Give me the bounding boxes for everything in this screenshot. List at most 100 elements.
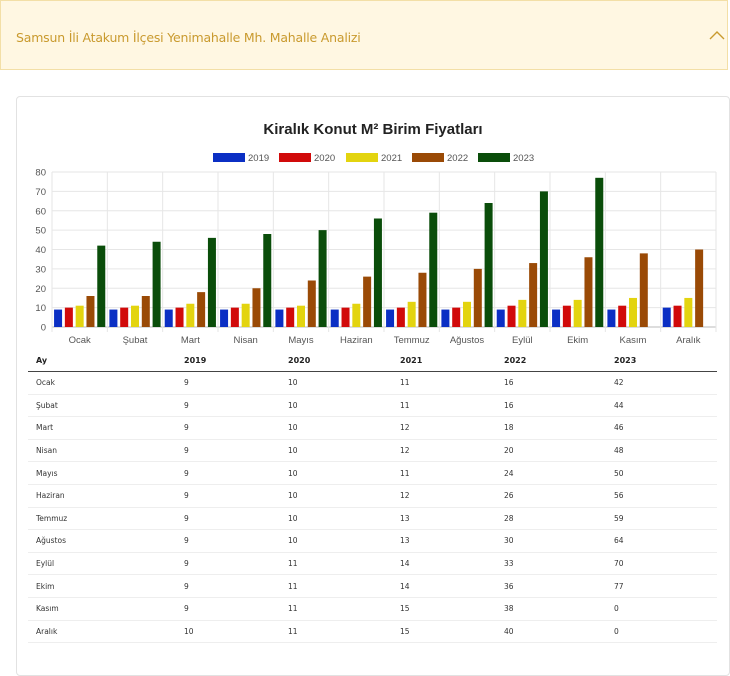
bar-2021-3[interactable] xyxy=(241,303,250,327)
bar-2021-6[interactable] xyxy=(407,301,416,327)
y-tick-label: 0 xyxy=(41,323,46,334)
bar-2021-5[interactable] xyxy=(352,303,361,327)
accordion-header[interactable]: Samsun İli Atakum İlçesi Yenimahalle Mh.… xyxy=(0,0,728,70)
x-tick-label: Kasım xyxy=(620,335,647,346)
bar-2023-2[interactable] xyxy=(207,237,216,327)
bar-2019-1[interactable] xyxy=(109,309,118,327)
bar-2020-11[interactable] xyxy=(673,305,682,327)
bar-2019-9[interactable] xyxy=(552,309,561,327)
bar-2020-4[interactable] xyxy=(286,307,295,327)
bar-2020-1[interactable] xyxy=(120,307,129,327)
bar-2021-8[interactable] xyxy=(518,299,527,327)
bar-2020-2[interactable] xyxy=(175,307,184,327)
table-cell: 10 xyxy=(280,461,392,485)
legend-swatch-2021[interactable] xyxy=(346,153,378,162)
legend-label-2019[interactable]: 2019 xyxy=(248,153,269,164)
bar-2019-5[interactable] xyxy=(330,309,339,327)
table-cell: 42 xyxy=(606,371,717,395)
bar-2020-7[interactable] xyxy=(452,307,461,327)
legend-swatch-2019[interactable] xyxy=(213,153,245,162)
table-cell: 16 xyxy=(496,394,606,418)
bar-2019-2[interactable] xyxy=(164,309,173,327)
x-tick-label: Mart xyxy=(181,335,200,346)
bar-2023-7[interactable] xyxy=(484,203,493,327)
bar-2022-11[interactable] xyxy=(695,249,704,328)
table-cell: 26 xyxy=(496,484,606,508)
y-axis: 0 10 20 30 40 50 60 70 80 xyxy=(35,168,46,334)
bar-2023-0[interactable] xyxy=(97,245,106,327)
bar-2019-3[interactable] xyxy=(220,309,229,327)
table-cell: 50 xyxy=(606,461,717,485)
bar-2022-10[interactable] xyxy=(639,253,648,327)
bar-2021-9[interactable] xyxy=(573,299,582,327)
bar-2019-8[interactable] xyxy=(496,309,505,327)
table-cell: 10 xyxy=(280,439,392,463)
bar-2020-3[interactable] xyxy=(230,307,239,327)
table-cell: 9 xyxy=(176,416,280,440)
table-cell: 18 xyxy=(496,416,606,440)
bar-2021-0[interactable] xyxy=(75,305,84,327)
table-header-row: Ay 2019 2020 2021 2022 2023 xyxy=(28,350,717,372)
bar-2022-9[interactable] xyxy=(584,257,593,327)
bar-2023-3[interactable] xyxy=(263,234,272,327)
legend-swatch-2023[interactable] xyxy=(478,153,510,162)
bar-2019-0[interactable] xyxy=(54,309,63,327)
table-cell: Aralık xyxy=(28,620,176,644)
bar-2019-11[interactable] xyxy=(662,307,671,327)
legend-swatch-2022[interactable] xyxy=(412,153,444,162)
bar-2023-1[interactable] xyxy=(152,241,161,327)
table-cell: 13 xyxy=(392,507,496,531)
x-tick-label: Eylül xyxy=(512,335,533,346)
legend-label-2022[interactable]: 2022 xyxy=(447,153,468,164)
bar-2023-8[interactable] xyxy=(539,191,548,327)
bar-2019-6[interactable] xyxy=(386,309,395,327)
legend-swatch-2020[interactable] xyxy=(279,153,311,162)
table-cell: 11 xyxy=(280,552,392,576)
bar-2019-4[interactable] xyxy=(275,309,284,327)
bar-2020-5[interactable] xyxy=(341,307,350,327)
bar-2021-4[interactable] xyxy=(297,305,305,327)
legend-label-2020[interactable]: 2020 xyxy=(314,153,335,164)
table-cell: 9 xyxy=(176,394,280,418)
bar-2022-8[interactable] xyxy=(529,263,538,327)
table-cell: 12 xyxy=(392,439,496,463)
bar-2023-4[interactable] xyxy=(318,230,327,327)
bar-2022-5[interactable] xyxy=(363,276,372,327)
legend-label-2023[interactable]: 2023 xyxy=(513,153,534,164)
table-row: Mayıs 9 10 11 24 50 xyxy=(28,461,717,485)
bar-2021-11[interactable] xyxy=(684,297,693,327)
chart-title: Kiralık Konut M² Birim Fiyatları xyxy=(263,121,482,138)
bar-2021-2[interactable] xyxy=(186,303,195,327)
table-cell: Ekim xyxy=(28,574,176,598)
bar-2022-1[interactable] xyxy=(141,296,150,327)
bar-2021-7[interactable] xyxy=(463,301,471,327)
table-cell: 64 xyxy=(606,529,717,553)
bar-2022-6[interactable] xyxy=(418,272,427,327)
bar-2022-4[interactable] xyxy=(307,280,316,328)
bar-2020-6[interactable] xyxy=(396,307,405,327)
bar-2022-2[interactable] xyxy=(197,292,206,327)
bar-2023-9[interactable] xyxy=(595,177,604,327)
bar-2019-7[interactable] xyxy=(441,309,450,327)
chart-grid xyxy=(51,171,717,332)
bar-2019-10[interactable] xyxy=(607,309,616,327)
bar-2020-0[interactable] xyxy=(64,307,73,327)
legend-label-2021[interactable]: 2021 xyxy=(381,153,402,164)
x-tick-label: Ekim xyxy=(567,335,588,346)
bar-2023-6[interactable] xyxy=(429,212,438,327)
bar-2022-0[interactable] xyxy=(86,296,95,327)
accordion-title: Samsun İli Atakum İlçesi Yenimahalle Mh.… xyxy=(16,30,361,45)
table-row: Mart 9 10 12 18 46 xyxy=(28,416,717,440)
bar-2021-1[interactable] xyxy=(131,305,139,327)
bar-2021-10[interactable] xyxy=(629,297,637,327)
table-row: Haziran 9 10 12 26 56 xyxy=(28,484,717,508)
bar-2020-10[interactable] xyxy=(618,305,627,327)
bar-2022-3[interactable] xyxy=(252,288,261,327)
chevron-up-icon[interactable] xyxy=(709,29,725,41)
bar-2023-5[interactable] xyxy=(373,218,382,328)
bar-2020-8[interactable] xyxy=(507,305,516,327)
table-cell: 9 xyxy=(176,529,280,553)
table-cell: Nisan xyxy=(28,439,176,463)
bar-2022-7[interactable] xyxy=(473,268,482,327)
bar-2020-9[interactable] xyxy=(562,305,571,327)
